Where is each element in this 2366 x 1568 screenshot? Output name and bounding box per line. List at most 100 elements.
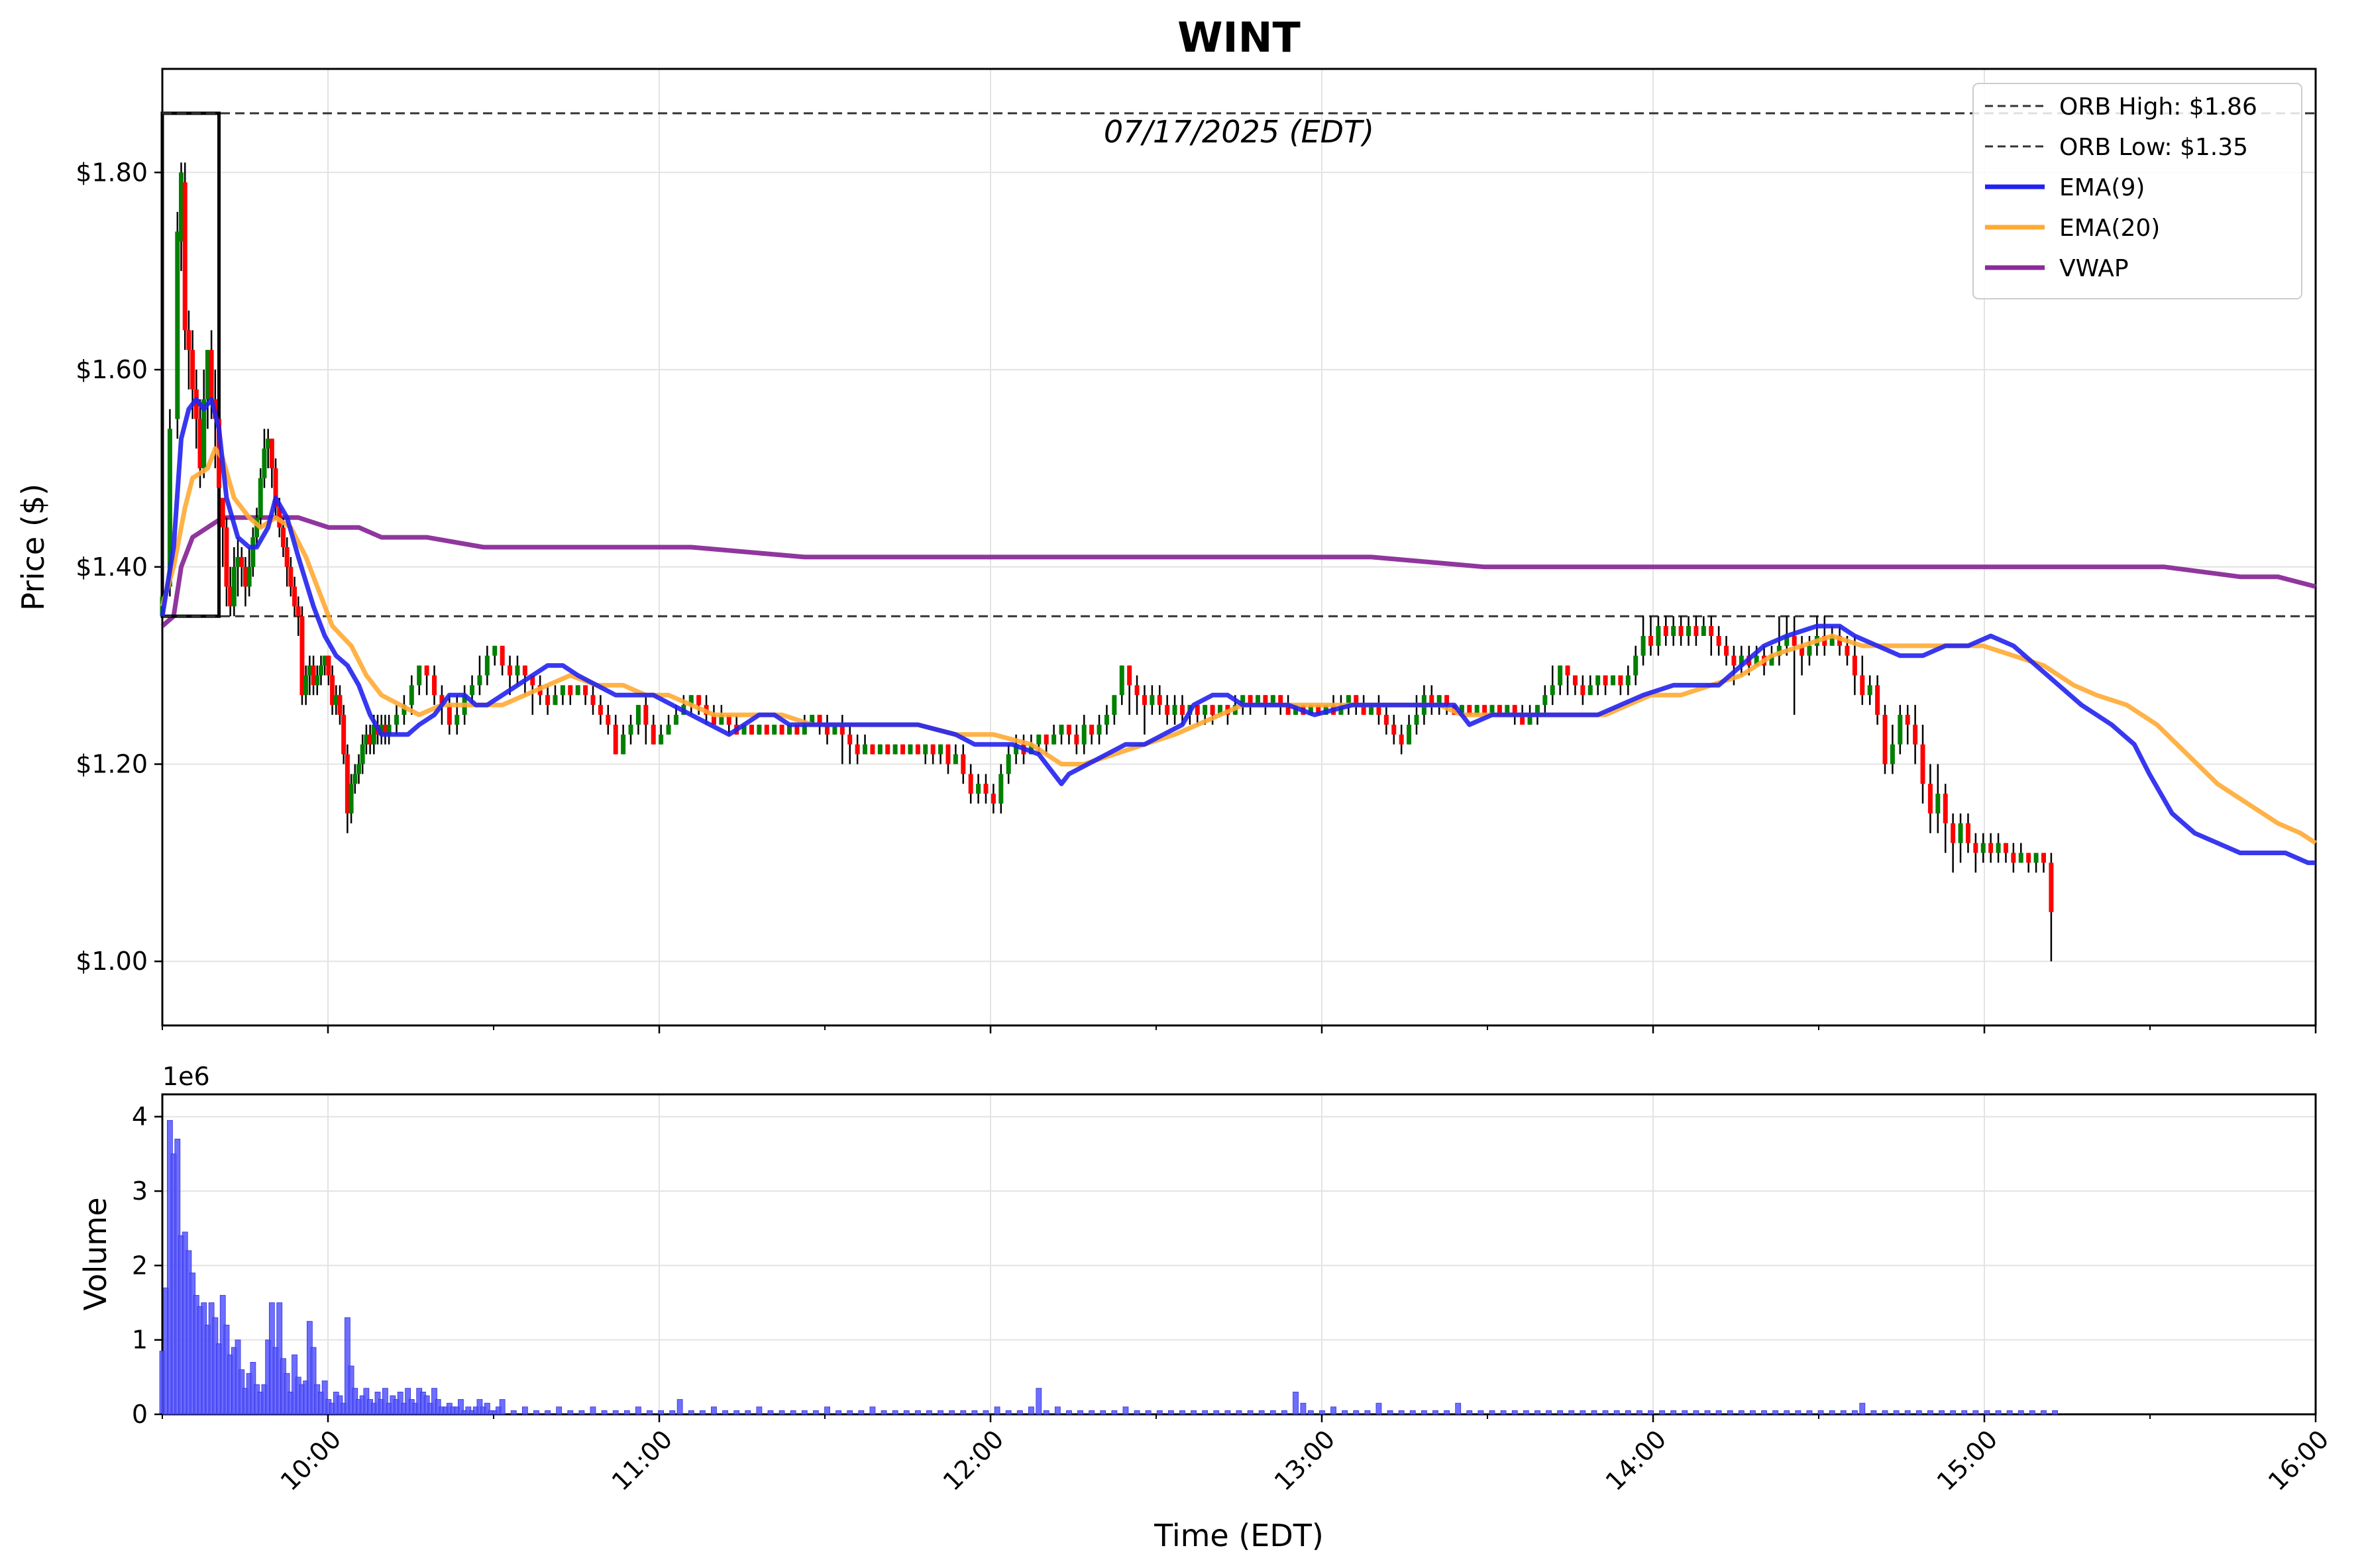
candle-body [364,734,369,745]
candle-body [1800,645,1805,656]
volume-bar [1625,1410,1631,1415]
candle-body [998,774,1004,804]
candle-body [477,675,482,686]
candle-body [1036,734,1042,745]
candle-body [2018,853,2023,863]
candle-body [1534,705,1540,715]
candle-body [817,715,822,725]
candle-body [628,724,633,735]
candle-body [757,724,762,735]
legend-label: ORB Low: $1.35 [2059,134,2248,161]
time-tick-label: 15:00 [1931,1424,2004,1496]
candle-body [1179,705,1185,715]
volume-bar [521,1406,528,1415]
candle-body [1414,715,1419,725]
candle-body [1898,715,1903,745]
candle-body [643,705,649,725]
volume-bar [1236,1410,1242,1415]
candle-body [273,468,278,508]
vwap-line [160,515,2316,628]
candle-body [1256,695,1261,706]
volume-bar [1636,1410,1642,1415]
candle-body [1520,715,1525,725]
candle-body [1505,705,1510,715]
orb-layer [160,111,2316,618]
candle-body [1837,635,1843,646]
volume-bar [1375,1402,1382,1415]
candle-body [560,685,565,696]
candle-body [1127,665,1132,686]
volume-bar [590,1406,596,1415]
volume-bar [484,1402,490,1415]
volume-bar [926,1410,932,1415]
candle-body [696,695,702,706]
volume-bar [2017,1410,2024,1415]
volume-bar [1202,1410,1209,1415]
volume-bar [1950,1410,1957,1415]
candle-body [371,724,376,745]
candle-body [1603,675,1608,686]
volume-bar [983,1410,989,1415]
volume-bar [1111,1410,1118,1415]
time-tick-label: 14:00 [1600,1424,1672,1496]
volume-tick-label: 0 [132,1400,148,1429]
volume-y-ticks: 0 1 2 3 4 [132,1102,162,1429]
candle-body [1572,675,1578,686]
volume-bar [1100,1410,1106,1415]
candle-body [711,715,716,725]
candle-body [382,724,388,735]
candle-body [666,724,671,735]
candle-body [1580,685,1586,696]
candle-body [1150,695,1155,706]
time-x-ticks: 10:00 11:00 12:00 13:00 14:00 15:00 16:00 [162,1025,2334,1496]
volume-bar [1761,1410,1767,1415]
candle-body [235,556,241,567]
volume-bar [1557,1410,1564,1415]
candle-body [719,715,724,725]
volume-bar [1840,1410,1847,1415]
candle-body [349,784,354,813]
volume-grid [162,1094,2316,1415]
volume-bar [601,1410,608,1415]
candle-body [1943,794,1948,823]
candle-body [1860,675,1865,696]
candle-body [1951,823,1956,843]
volume-bar [1904,1410,1911,1415]
candle-body [409,685,414,706]
time-tick-label: 12:00 [938,1424,1010,1496]
candle-body [1512,705,1517,715]
candle-body [1074,734,1079,745]
candle-body [1383,715,1389,725]
volume-bar [1224,1410,1231,1415]
candle-body [303,675,309,696]
candle-body [847,734,853,745]
volume-bar [510,1410,517,1415]
candle-body [870,744,875,755]
candle-body [315,675,320,686]
candle-body [284,547,290,567]
legend-label: EMA(20) [2059,215,2160,242]
volume-bar [1353,1410,1360,1415]
candle-body [193,389,199,419]
candle-body [1059,724,1064,735]
volume-bar [1213,1410,1220,1415]
candle-body [1709,626,1714,636]
volume-bar [767,1410,774,1415]
time-tick-label: 16:00 [2263,1424,2335,1496]
volume-bar [1167,1410,1174,1415]
candle-body [915,744,920,755]
price-tick-label: $1.60 [76,355,148,384]
candle-body [296,606,301,617]
volume-bar [2052,1410,2058,1415]
volume-bar [499,1399,506,1415]
ema20-line [160,446,2317,845]
candle-body [945,744,951,764]
candle-body [242,566,248,587]
volume-bar [1387,1410,1393,1415]
volume-plot-frame [161,1093,2317,1416]
candle-body [1935,794,1941,813]
candle-body [379,724,384,735]
candle-body [356,764,361,774]
candle-body [368,734,373,745]
candle-body [432,675,437,696]
